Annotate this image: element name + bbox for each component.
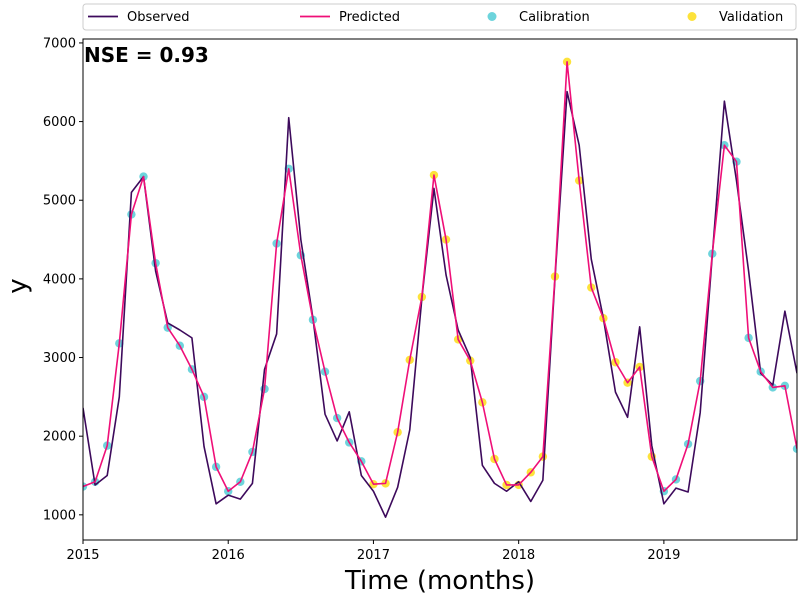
x-tick-label-2015: 2015: [66, 548, 99, 563]
x-tick-label-2019: 2019: [647, 548, 680, 563]
y-axis-label: y: [3, 278, 33, 293]
y-tick-label-5000: 5000: [43, 194, 76, 209]
y-tick-label-4000: 4000: [43, 272, 76, 287]
x-tick-label-2017: 2017: [357, 548, 390, 563]
legend-predicted-label: Predicted: [339, 10, 400, 25]
legend-calibration-label: Calibration: [519, 10, 590, 25]
x-tick-label-2016: 2016: [212, 548, 245, 563]
plot-inner: [83, 57, 797, 518]
x-tick-label-2018: 2018: [502, 548, 535, 563]
legend-validation-label: Validation: [719, 10, 783, 25]
legend-observed-label: Observed: [127, 10, 190, 25]
x-axis-label: Time (months): [344, 566, 535, 596]
observed-line: [83, 90, 797, 518]
y-tick-label-6000: 6000: [43, 115, 76, 130]
legend-validation-swatch: [687, 12, 697, 21]
legend: Observed Predicted Calibration Validation: [82, 3, 797, 31]
axes-frame: [82, 38, 798, 541]
legend-calibration-swatch: [487, 12, 497, 21]
predicted-line: [83, 61, 797, 493]
nse-annotation: NSE = 0.93: [84, 43, 209, 67]
plot-area: [83, 57, 797, 518]
y-tick-label-7000: 7000: [43, 36, 76, 51]
y-tick-label-3000: 3000: [43, 351, 76, 366]
legend-box: [82, 3, 797, 31]
y-tick-label-1000: 1000: [43, 508, 76, 523]
axes: 1000 2000 3000 4000 5000 6000 7000 2015 2016 2017…: [43, 36, 798, 563]
y-tick-label-2000: 2000: [43, 430, 76, 445]
